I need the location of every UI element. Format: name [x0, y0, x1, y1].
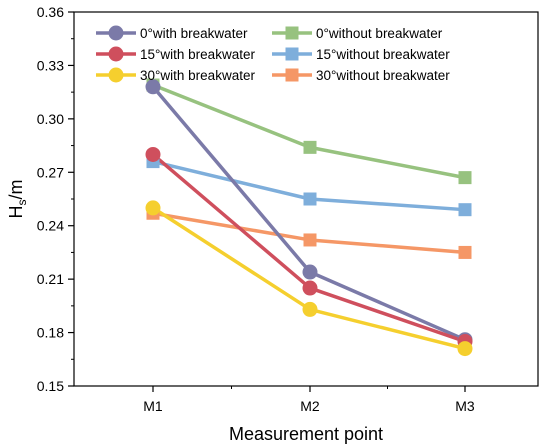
- data-point: [458, 171, 472, 185]
- data-point: [145, 79, 161, 95]
- x-tick-label: M2: [300, 398, 320, 414]
- legend: 0°with breakwater 15°with breakwater 30°wi…: [96, 25, 450, 83]
- legend-marker: [108, 46, 124, 62]
- series-line: [151, 85, 466, 342]
- data-point: [302, 301, 318, 317]
- data-point: [458, 203, 472, 217]
- series-line: [152, 83, 466, 180]
- y-tick-label: 0.27: [37, 164, 64, 180]
- legend-marker: [285, 68, 299, 82]
- x-axis: M1 M2 M3: [143, 386, 475, 414]
- data-point: [303, 140, 317, 154]
- series-layer: [145, 78, 473, 357]
- legend-marker: [285, 26, 299, 40]
- data-point: [302, 264, 318, 280]
- legend-marker: [285, 47, 299, 61]
- y-axis-title: Hs/m: [6, 180, 29, 219]
- x-tick-label: M1: [143, 398, 163, 414]
- legend-label: 15°with breakwater: [140, 47, 255, 62]
- y-tick-label: 0.15: [37, 378, 64, 394]
- y-axis: 0.15 0.18 0.21 0.24 0.27 0.30 0.33 0.36: [37, 4, 74, 394]
- data-point: [145, 200, 161, 216]
- x-axis-title: Measurement point: [229, 424, 383, 444]
- data-point: [302, 280, 318, 296]
- legend-label: 0°with breakwater: [140, 26, 248, 41]
- y-axis-title-sub: s: [15, 200, 29, 206]
- legend-label: 0°without breakwater: [316, 26, 443, 41]
- y-tick-label: 0.18: [37, 325, 64, 341]
- y-tick-label: 0.30: [37, 111, 64, 127]
- y-axis-title-unit: /m: [6, 180, 26, 200]
- x-tick-label: M3: [455, 398, 475, 414]
- data-point: [303, 233, 317, 247]
- data-point: [458, 245, 472, 259]
- y-axis-title-main: H: [6, 206, 26, 219]
- data-point: [457, 341, 473, 357]
- data-point: [145, 146, 161, 162]
- legend-label: 15°without breakwater: [316, 47, 450, 62]
- y-tick-label: 0.33: [37, 57, 64, 73]
- y-tick-label: 0.24: [37, 218, 64, 234]
- legend-marker: [108, 25, 124, 41]
- series-line: [152, 211, 466, 255]
- legend-marker: [108, 67, 124, 83]
- data-point: [303, 192, 317, 206]
- legend-label: 30°without breakwater: [316, 68, 450, 83]
- legend-label: 30°with breakwater: [140, 68, 255, 83]
- y-tick-label: 0.36: [37, 4, 64, 20]
- y-tick-label: 0.21: [37, 271, 64, 287]
